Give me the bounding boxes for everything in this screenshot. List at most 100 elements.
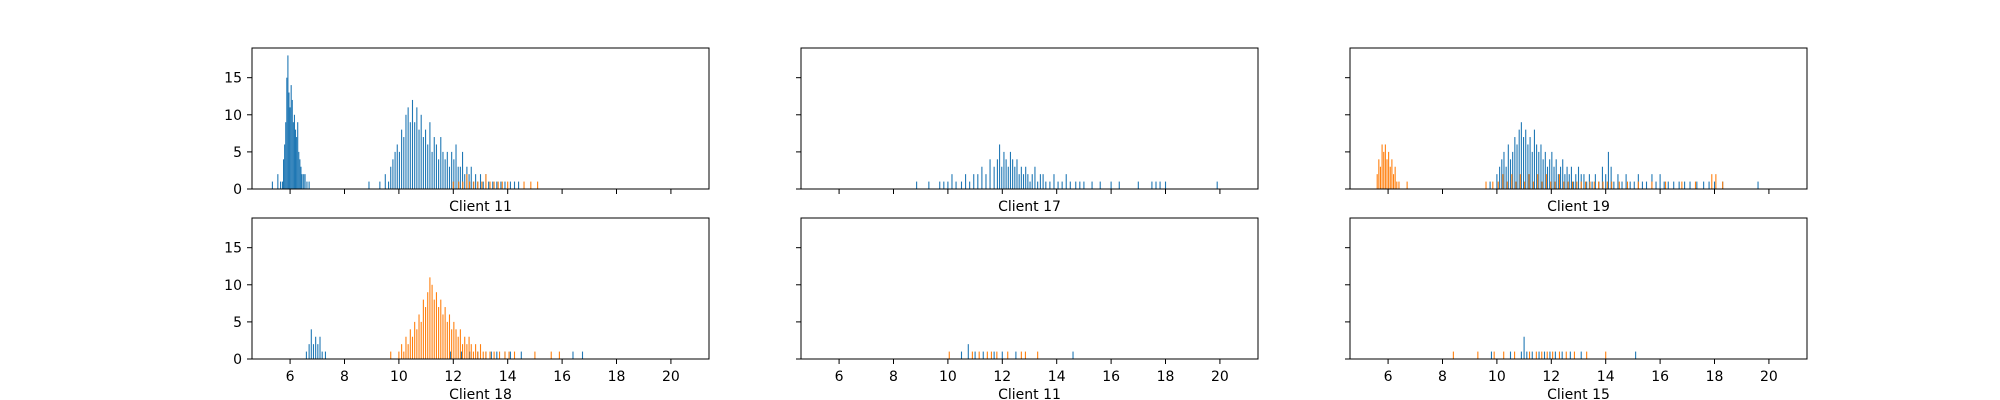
histogram-bar-orange bbox=[473, 181, 475, 189]
histogram-bar-blue bbox=[297, 122, 299, 189]
y-tick-label: 10 bbox=[224, 278, 242, 294]
histogram-bar-blue bbox=[1605, 174, 1607, 189]
histogram-bar-orange bbox=[1558, 174, 1560, 189]
histogram-bar-blue bbox=[301, 174, 303, 189]
histogram-bar-orange bbox=[446, 321, 448, 359]
histogram-bar-blue bbox=[572, 351, 574, 359]
histogram-bar-orange bbox=[1563, 181, 1565, 189]
histogram-bar-orange bbox=[1565, 351, 1567, 359]
histogram-bar-orange bbox=[440, 299, 442, 359]
histogram-bar-orange bbox=[422, 299, 424, 359]
histogram-bar-blue bbox=[286, 77, 288, 189]
histogram-bar-blue bbox=[977, 174, 979, 189]
histogram-bar-orange bbox=[530, 181, 532, 189]
histogram-bar-orange bbox=[1681, 181, 1683, 189]
histogram-bar-orange bbox=[469, 181, 471, 189]
histogram-bar-blue bbox=[1555, 159, 1557, 189]
histogram-bar-blue bbox=[509, 351, 511, 359]
histogram-bar-blue bbox=[390, 166, 392, 189]
histogram-bar-blue bbox=[1501, 159, 1503, 189]
histogram-bar-orange bbox=[429, 277, 431, 359]
histogram-bar-orange bbox=[1398, 181, 1400, 189]
histogram-bar-blue bbox=[1012, 159, 1014, 189]
histogram-bar-blue bbox=[996, 159, 998, 189]
histogram-bar-blue bbox=[1520, 122, 1522, 189]
histogram-bar-orange bbox=[1519, 174, 1521, 189]
histogram-bar-blue bbox=[500, 181, 502, 189]
histogram-bar-orange bbox=[390, 351, 392, 359]
subplot-title: Client 19 bbox=[1547, 199, 1610, 215]
histogram-bar-blue bbox=[993, 166, 995, 189]
histogram-bar-orange bbox=[990, 351, 992, 359]
x-tick-label: 8 bbox=[1438, 369, 1447, 385]
histogram-bar-blue bbox=[455, 144, 457, 189]
histogram-bar-blue bbox=[431, 151, 433, 189]
histogram-bar-blue bbox=[288, 92, 290, 189]
histogram-bar-blue bbox=[1607, 151, 1609, 189]
histogram-bar-orange bbox=[1606, 181, 1608, 189]
histogram-bar-orange bbox=[978, 351, 980, 359]
histogram-bar-blue bbox=[1573, 181, 1575, 189]
y-tick-label: 0 bbox=[233, 352, 242, 368]
subplot-title: Client 11 bbox=[449, 199, 512, 215]
x-tick-label: 10 bbox=[390, 369, 408, 385]
histogram-bar-blue bbox=[1659, 174, 1661, 189]
histogram-bar-orange bbox=[1605, 351, 1607, 359]
histogram-bar-blue bbox=[475, 174, 477, 189]
histogram-bar-blue bbox=[993, 351, 995, 359]
histogram-bar-orange bbox=[1384, 144, 1386, 189]
histogram-bar-orange bbox=[1541, 181, 1543, 189]
histogram-bar-blue bbox=[916, 181, 918, 189]
histogram-bar-orange bbox=[1576, 181, 1578, 189]
histogram-bar-blue bbox=[1554, 351, 1556, 359]
histogram-bar-blue bbox=[1505, 166, 1507, 189]
histogram-bar-blue bbox=[1065, 174, 1067, 189]
histogram-bar-blue bbox=[492, 181, 494, 189]
histogram-bar-orange bbox=[462, 181, 464, 189]
histogram-bar-blue bbox=[292, 122, 294, 189]
histogram-bar-blue bbox=[289, 107, 291, 189]
histogram-bar-orange bbox=[534, 351, 536, 359]
histogram-bar-orange bbox=[458, 181, 460, 189]
histogram-bar-orange bbox=[1379, 166, 1382, 189]
histogram-bar-blue bbox=[1072, 351, 1074, 359]
histogram-bar-blue bbox=[1531, 151, 1533, 189]
histogram-bar-blue bbox=[283, 159, 285, 189]
subplot-2: Client 17 bbox=[796, 47, 1259, 215]
histogram-bar-blue bbox=[1529, 137, 1531, 189]
histogram-bar-blue bbox=[1577, 166, 1580, 189]
histogram-bar-blue bbox=[1601, 166, 1603, 189]
histogram-bar-blue bbox=[1575, 174, 1577, 189]
histogram-bar-orange bbox=[1381, 144, 1383, 189]
histogram-bar-blue bbox=[1155, 181, 1157, 189]
histogram-bar-blue bbox=[1005, 159, 1007, 189]
histogram-bar-orange bbox=[948, 351, 950, 359]
histogram-bar-blue bbox=[1516, 144, 1518, 189]
y-tick-label: 5 bbox=[233, 145, 242, 161]
subplot-title: Client 18 bbox=[449, 387, 512, 400]
histogram-bar-orange bbox=[1585, 181, 1587, 189]
histogram-bar-blue bbox=[438, 159, 440, 189]
x-tick-label: 10 bbox=[939, 369, 957, 385]
histogram-bar-blue bbox=[1509, 159, 1512, 189]
histogram-bar-blue bbox=[299, 159, 301, 189]
histogram-bar-orange bbox=[1376, 174, 1378, 189]
histogram-bar-blue bbox=[310, 329, 312, 359]
histogram-bar-blue bbox=[446, 151, 448, 189]
histogram-bar-blue bbox=[1001, 351, 1003, 359]
histogram-bar-blue bbox=[974, 351, 976, 359]
histogram-bar-blue bbox=[285, 122, 287, 189]
histogram-bar-blue bbox=[1635, 351, 1637, 359]
x-tick-label: 10 bbox=[1488, 369, 1506, 385]
histogram-bar-orange bbox=[457, 336, 459, 359]
histogram-bar-blue bbox=[1049, 181, 1051, 189]
histogram-bar-orange bbox=[1378, 159, 1380, 189]
histogram-bar-orange bbox=[1651, 181, 1653, 189]
histogram-bar-blue bbox=[1091, 181, 1093, 189]
histogram-bar-orange bbox=[1546, 351, 1548, 359]
histogram-bar-orange bbox=[1589, 181, 1591, 189]
histogram-bar-blue bbox=[1001, 166, 1003, 189]
histogram-bar-blue bbox=[1570, 166, 1572, 189]
histogram-bar-blue bbox=[1159, 181, 1161, 189]
histogram-bar-orange bbox=[1007, 351, 1009, 359]
